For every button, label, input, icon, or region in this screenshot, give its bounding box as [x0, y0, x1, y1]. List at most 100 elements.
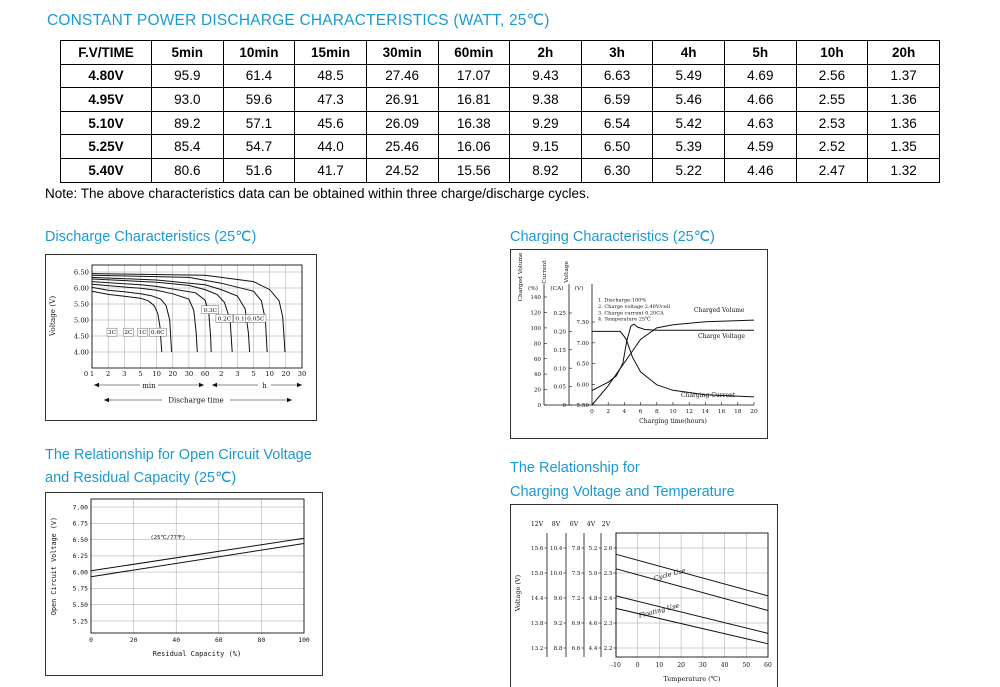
value-cell: 15.56 — [437, 157, 511, 183]
x-tick-label: 30 — [699, 662, 707, 669]
y-tick-label: 100 — [530, 326, 541, 332]
row-label-cell: 5.10V — [60, 110, 152, 136]
y-tick-label: 6.6 — [572, 646, 581, 652]
y-axis-unit: (CA) — [550, 285, 563, 292]
table-header-cell: 5min — [151, 40, 224, 65]
y-axis-title: Charged Volume — [518, 252, 524, 301]
section-heading-charge-temp: The Relationship for Charging Voltage an… — [510, 456, 735, 504]
value-cell: 4.46 — [724, 157, 797, 183]
table-header-cell: 4h — [652, 40, 725, 65]
curve-label: Charged Volume — [694, 307, 745, 314]
curve-label: 0.2C — [218, 316, 232, 322]
x-tick-label: 4 — [623, 409, 627, 415]
x-tick-label: 40 — [172, 636, 180, 644]
y-tick-label: 60 — [534, 357, 542, 363]
value-cell: 61.4 — [222, 63, 296, 89]
curve-label: 0.6C — [151, 330, 165, 336]
y-tick-label: 140 — [530, 295, 541, 301]
value-cell: 4.59 — [724, 134, 797, 159]
x-tick-label: 1 — [90, 370, 94, 378]
x-unit-label: min — [142, 382, 156, 390]
chart-annotation: (25℃/77℉) — [150, 535, 185, 541]
plot-frame — [91, 264, 303, 369]
value-cell: 4.69 — [724, 63, 797, 89]
x-tick-label: -10 — [611, 662, 621, 669]
discharge-curve — [91, 273, 286, 353]
curve-label-box — [215, 314, 234, 323]
band-line — [615, 553, 769, 597]
y-tick-label: 5.00 — [74, 316, 89, 324]
value-cell: 26.09 — [365, 110, 439, 136]
value-cell: 1.36 — [867, 87, 940, 112]
x-tick-label: 0 — [636, 662, 640, 669]
row-label-cell: 5.40V — [60, 157, 152, 183]
x-unit-label: h — [262, 382, 267, 390]
table-header-cell: 60min — [437, 40, 511, 65]
y-tick-label: 7.5 — [572, 571, 581, 577]
y-tick-label: 5.25 — [73, 617, 89, 625]
value-cell: 45.6 — [294, 110, 367, 136]
x-tick-label: 0 — [89, 636, 93, 644]
x-tick-label: 5 — [251, 370, 255, 378]
value-cell: 48.5 — [294, 63, 367, 89]
value-cell: 5.46 — [652, 87, 725, 112]
ocv-line — [90, 537, 305, 572]
y-tick-label: 7.2 — [572, 596, 581, 602]
y-tick-label: 6.00 — [74, 284, 89, 292]
x-tick-label: 50 — [742, 662, 750, 669]
y-axis-unit: (%) — [528, 285, 538, 292]
value-cell: 6.59 — [580, 87, 654, 112]
value-cell: 26.91 — [365, 87, 439, 112]
y-tick-label: 0 — [562, 403, 566, 409]
value-cell: 2.56 — [795, 63, 869, 89]
y-tick-label: 80 — [534, 341, 542, 347]
value-cell: 47.3 — [294, 87, 367, 112]
y-tick-label: 5.75 — [73, 585, 89, 593]
ocv-residual-capacity-chart: 0 20 40 60 80 100 7.00 6.75 6.50 6.25 6.00 5.75 5.50… — [45, 492, 323, 676]
discharge-curve — [91, 276, 251, 353]
arrow-head — [297, 382, 302, 388]
y-tick-label: 6.00 — [73, 568, 89, 576]
y-tick-label: 5.50 — [577, 403, 590, 409]
x-tick-label: 60 — [201, 370, 210, 378]
value-cell: 80.6 — [151, 157, 224, 183]
section-heading-charging: Charging Characteristics (25℃) — [510, 229, 715, 245]
ocv-line — [90, 543, 305, 578]
value-cell: 1.37 — [867, 63, 940, 89]
value-cell: 6.30 — [580, 157, 654, 183]
plot-frame — [90, 498, 305, 634]
discharge-curve — [91, 274, 268, 353]
curve-label: 2C — [124, 330, 133, 336]
x-tick-label: 40 — [721, 662, 729, 669]
value-cell: 41.7 — [294, 157, 367, 183]
curve-label-box — [137, 327, 148, 337]
charging-voltage-temperature-chart: -10 0 10 20 30 40 50 60 12V 15.6 15.0 14.4 13.8 13.2 8… — [510, 504, 778, 687]
arrow-head — [94, 382, 99, 388]
x-tick-label: 20 — [168, 370, 177, 378]
value-cell: 5.42 — [652, 110, 725, 136]
y-tick-label: 9.2 — [554, 621, 563, 627]
value-cell: 8.92 — [509, 157, 582, 183]
curve-label: 0.3C — [203, 308, 217, 314]
value-cell: 9.38 — [509, 87, 582, 112]
value-cell: 44.0 — [294, 134, 367, 159]
x-tick-label: 80 — [258, 636, 266, 644]
value-cell: 5.22 — [652, 157, 725, 183]
x-tick-label: 10 — [656, 662, 664, 669]
y-tick-label: 15.6 — [531, 546, 544, 552]
discharge-curve — [91, 283, 198, 353]
curve-label: Charge Voltage — [698, 333, 745, 340]
y-tick-label: 6.50 — [577, 362, 590, 368]
x-tick-label: 30 — [185, 370, 194, 378]
heading-text: The Relationship for Open Circuit Voltag… — [45, 447, 312, 463]
y-axis-title: Current — [542, 260, 548, 284]
x-tick-label: 5 — [138, 370, 142, 378]
value-cell: 4.63 — [724, 110, 797, 136]
y-tick-label: 0.25 — [554, 311, 567, 317]
y-tick-label: 6.9 — [572, 621, 581, 627]
value-cell: 51.6 — [222, 157, 296, 183]
heading-text: Charging Characteristics (25℃) — [510, 229, 715, 245]
value-cell: 16.06 — [437, 134, 511, 159]
x-tick-label: 2 — [606, 409, 610, 415]
charging-curve — [592, 330, 755, 398]
